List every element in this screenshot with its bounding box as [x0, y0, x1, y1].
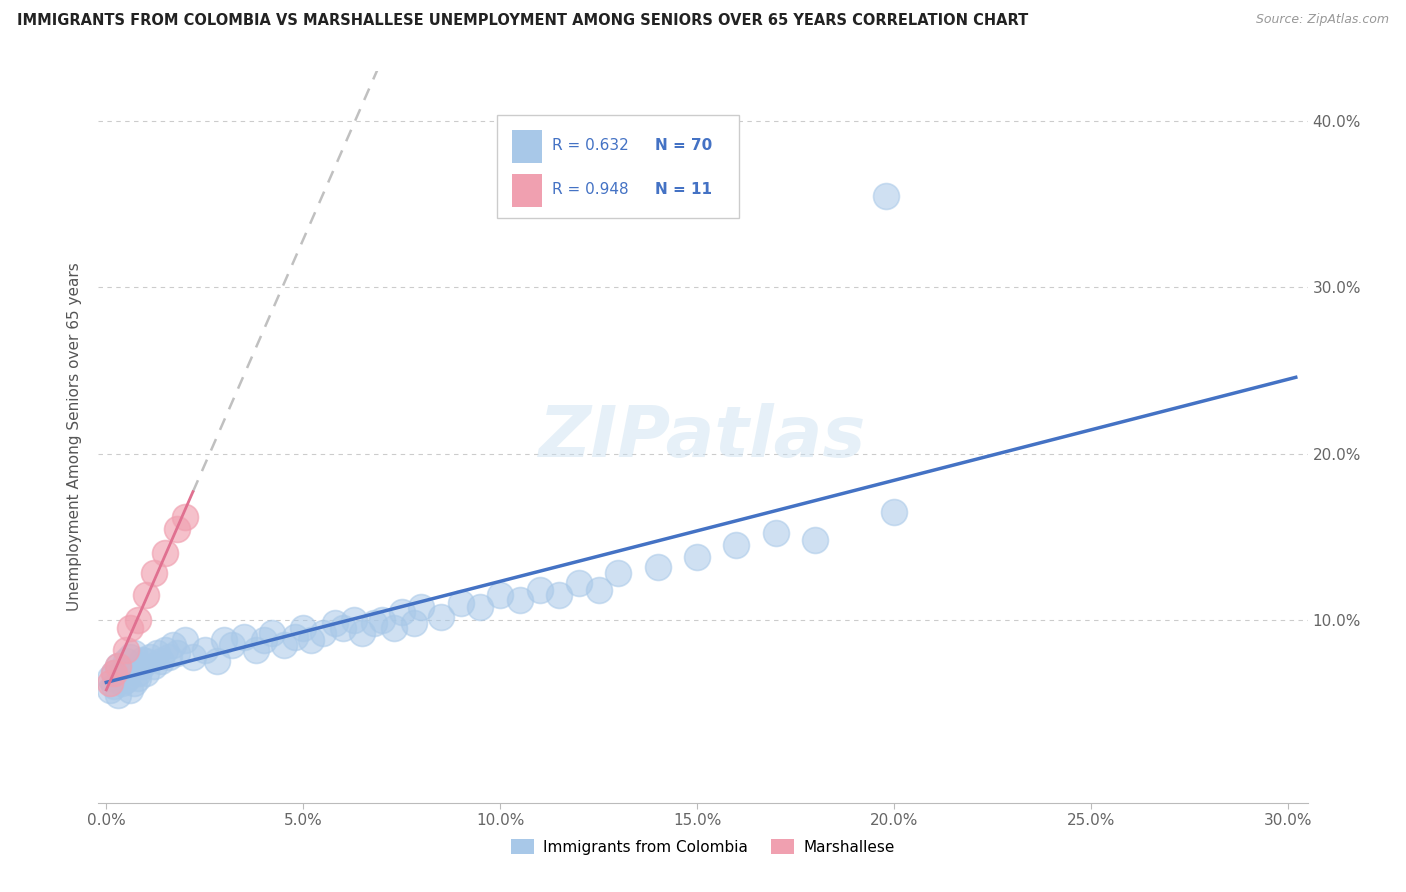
Text: Source: ZipAtlas.com: Source: ZipAtlas.com — [1256, 13, 1389, 27]
Point — [142, 566, 165, 581]
Point — [292, 621, 315, 635]
Point — [450, 596, 472, 610]
Point — [135, 655, 157, 669]
Point — [127, 666, 149, 681]
Point — [107, 659, 129, 673]
Point — [155, 546, 177, 560]
Point — [118, 649, 141, 664]
Point — [157, 649, 180, 664]
Point — [607, 566, 630, 581]
Point — [127, 613, 149, 627]
Point — [155, 643, 177, 657]
Point — [174, 509, 197, 524]
Text: IMMIGRANTS FROM COLOMBIA VS MARSHALLESE UNEMPLOYMENT AMONG SENIORS OVER 65 YEARS: IMMIGRANTS FROM COLOMBIA VS MARSHALLESE … — [17, 13, 1028, 29]
Point — [111, 676, 134, 690]
Point — [166, 646, 188, 660]
Point — [402, 616, 425, 631]
Point — [103, 666, 125, 681]
Point — [509, 593, 531, 607]
Point — [118, 682, 141, 697]
Point — [470, 599, 492, 614]
Point — [883, 505, 905, 519]
Bar — [512, 174, 543, 207]
Point — [568, 576, 591, 591]
Point — [135, 666, 157, 681]
Point — [725, 538, 748, 552]
Point — [323, 616, 346, 631]
Point — [115, 673, 138, 687]
Point — [489, 588, 512, 602]
Point — [162, 638, 184, 652]
Point — [332, 621, 354, 635]
Point — [284, 630, 307, 644]
Point — [98, 671, 121, 685]
Point — [174, 632, 197, 647]
Point — [150, 655, 173, 669]
Point — [529, 582, 551, 597]
Text: R = 0.632: R = 0.632 — [551, 138, 628, 153]
Point — [686, 549, 709, 564]
Point — [194, 643, 217, 657]
Point — [131, 659, 153, 673]
Point — [548, 588, 571, 602]
Point — [875, 189, 897, 203]
Point — [221, 638, 243, 652]
Point — [122, 676, 145, 690]
Point — [299, 632, 322, 647]
Point — [103, 680, 125, 694]
Point — [98, 676, 121, 690]
Point — [146, 646, 169, 660]
Point — [765, 526, 787, 541]
Point — [245, 643, 267, 657]
Point — [107, 688, 129, 702]
Point — [118, 621, 141, 635]
Point — [343, 613, 366, 627]
Point — [181, 649, 204, 664]
Point — [214, 632, 236, 647]
Point — [253, 632, 276, 647]
Point — [647, 559, 669, 574]
Bar — [512, 130, 543, 163]
Point — [382, 621, 405, 635]
Text: ZIPatlas: ZIPatlas — [540, 402, 866, 472]
Legend: Immigrants from Colombia, Marshallese: Immigrants from Colombia, Marshallese — [505, 833, 901, 861]
Point — [103, 666, 125, 681]
Point — [111, 663, 134, 677]
Point — [115, 643, 138, 657]
Text: N = 11: N = 11 — [655, 182, 711, 197]
Point — [260, 626, 283, 640]
Point — [98, 682, 121, 697]
Point — [312, 626, 335, 640]
Point — [804, 533, 827, 548]
Point — [138, 649, 160, 664]
Point — [135, 588, 157, 602]
Point — [205, 655, 228, 669]
Point — [352, 626, 374, 640]
Point — [166, 521, 188, 535]
Point — [131, 653, 153, 667]
Point — [115, 655, 138, 669]
Bar — [498, 115, 740, 218]
Point — [371, 613, 394, 627]
Point — [142, 659, 165, 673]
Point — [233, 630, 256, 644]
Y-axis label: Unemployment Among Seniors over 65 years: Unemployment Among Seniors over 65 years — [67, 263, 83, 611]
Point — [588, 582, 610, 597]
Point — [391, 605, 413, 619]
Point — [122, 646, 145, 660]
Point — [273, 638, 295, 652]
Point — [430, 609, 453, 624]
Point — [363, 616, 385, 631]
Text: R = 0.948: R = 0.948 — [551, 182, 628, 197]
Text: N = 70: N = 70 — [655, 138, 711, 153]
Point — [107, 659, 129, 673]
Point — [127, 671, 149, 685]
Point — [411, 599, 433, 614]
